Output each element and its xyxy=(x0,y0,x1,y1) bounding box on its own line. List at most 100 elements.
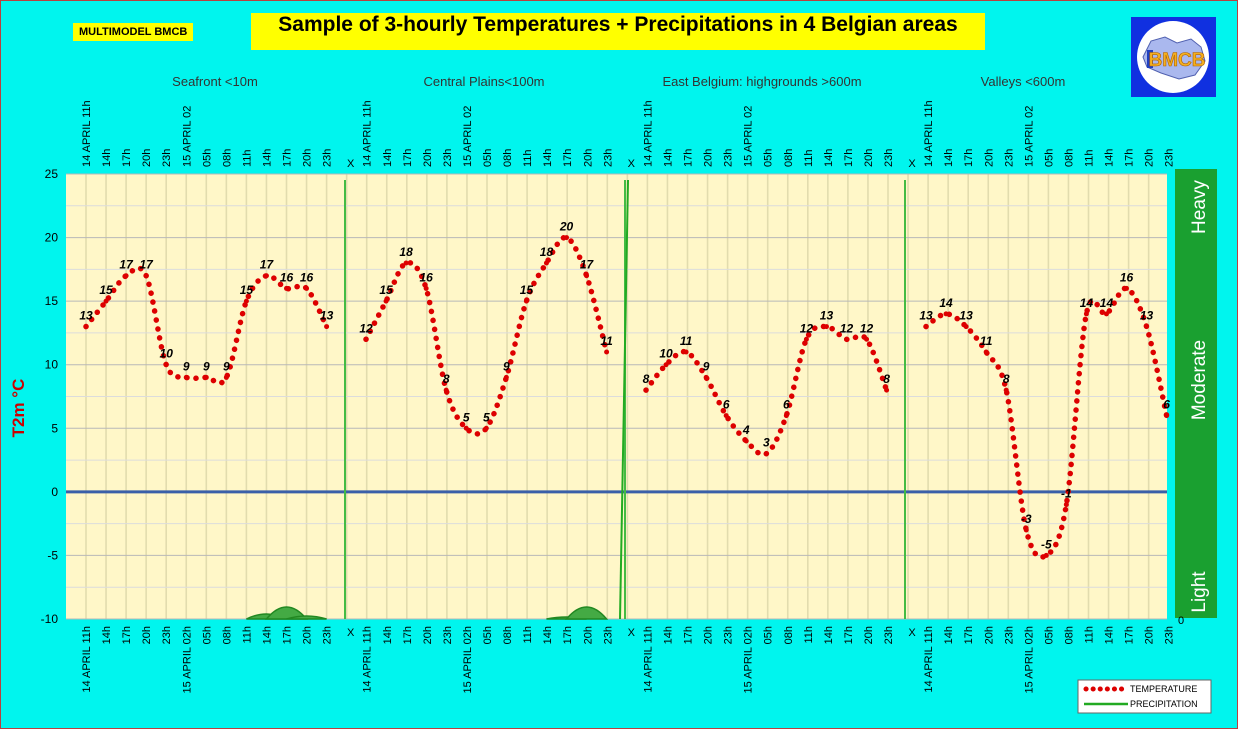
top-time-label: 23h xyxy=(1164,149,1176,167)
temperature-point xyxy=(723,413,729,419)
bottom-time-label: 23h xyxy=(602,626,614,644)
bottom-time-label: 23h xyxy=(723,626,735,644)
y-tick-label: -5 xyxy=(47,548,58,562)
top-time-label: 11h xyxy=(803,149,815,167)
bottom-time-label: 14h xyxy=(101,626,113,644)
bottom-axis-separator-label: X xyxy=(347,627,355,639)
temperature-point xyxy=(443,387,449,393)
bottom-time-label: 20h xyxy=(1144,626,1156,644)
temperature-point xyxy=(923,324,929,330)
bottom-time-label: 05h xyxy=(1043,626,1055,644)
bottom-time-label: 05h xyxy=(763,626,775,644)
temperature-point xyxy=(584,273,590,279)
y-tick-label: -10 xyxy=(41,612,59,626)
top-axis-separator-label: X xyxy=(347,158,355,170)
top-time-label: 05h xyxy=(763,149,775,167)
temperature-point xyxy=(483,425,489,431)
region-title: East Belgium: highgrounds >600m xyxy=(662,74,861,89)
temperature-point xyxy=(963,324,969,330)
top-time-label: 15 APRIL 02 xyxy=(462,106,474,167)
top-axis-separator-label: X xyxy=(628,158,636,170)
temperature-data-label: -1 xyxy=(1061,487,1072,501)
bottom-time-label: 14 APRIL 11h xyxy=(923,626,935,693)
bottom-time-label: 20h xyxy=(141,626,153,644)
top-time-label: 14h xyxy=(943,149,955,167)
temperature-point xyxy=(543,260,549,266)
top-time-label: 17h xyxy=(121,149,133,167)
temperature-point xyxy=(284,285,289,291)
top-time-label: 23h xyxy=(322,149,334,167)
top-time-label: 17h xyxy=(282,149,294,167)
temperature-data-label: 8 xyxy=(1003,372,1010,386)
top-time-label: 17h xyxy=(843,149,855,167)
temperature-data-label: 15 xyxy=(99,283,113,297)
temperature-data-label: 12 xyxy=(800,321,814,335)
top-time-label: 14 APRIL 11h xyxy=(923,100,935,167)
temperature-data-label: 18 xyxy=(540,245,554,259)
temperature-data-label: 17 xyxy=(139,258,154,272)
bottom-time-label: 11h xyxy=(241,626,253,644)
bottom-time-label: 14h xyxy=(382,626,394,644)
top-axis-separator-label: X xyxy=(908,158,916,170)
temperature-data-label: 13 xyxy=(820,309,834,323)
temperature-data-label: 12 xyxy=(359,321,373,335)
bottom-time-label: 08h xyxy=(783,626,795,644)
temperature-point xyxy=(83,324,89,330)
temperature-data-label: 12 xyxy=(840,321,854,335)
bottom-time-label: 20h xyxy=(703,626,715,644)
temperature-data-label: 4 xyxy=(742,423,750,437)
region-title: Valleys <600m xyxy=(981,74,1066,89)
temperature-data-label: 6 xyxy=(783,398,790,412)
top-time-label: 17h xyxy=(683,149,695,167)
temperature-data-label: 13 xyxy=(959,309,973,323)
top-time-label: 11h xyxy=(1084,149,1096,167)
top-time-label: 23h xyxy=(602,149,614,167)
temperature-point xyxy=(223,374,229,380)
temperature-point xyxy=(703,374,709,380)
bottom-time-label: 14h xyxy=(662,626,674,644)
bottom-time-label: 11h xyxy=(803,626,815,644)
temperature-point xyxy=(163,362,169,368)
bottom-time-label: 14h xyxy=(823,626,835,644)
bottom-time-label: 17h xyxy=(1124,626,1136,644)
bottom-time-label: 23h xyxy=(161,626,173,644)
temperature-point xyxy=(823,324,829,330)
top-time-label: 20h xyxy=(863,149,875,167)
bottom-time-label: 23h xyxy=(322,626,334,644)
temperature-data-label: 5 xyxy=(463,410,470,424)
temperature-point xyxy=(1063,502,1069,508)
top-time-label: 17h xyxy=(562,149,574,167)
bottom-time-label: 14h xyxy=(542,626,554,644)
bottom-time-label: 14 APRIL 11h xyxy=(81,626,93,693)
temperature-point xyxy=(783,413,789,419)
bottom-time-label: 17h xyxy=(683,626,695,644)
top-time-label: 05h xyxy=(201,149,213,167)
temperature-data-label: 15 xyxy=(379,283,393,297)
temperature-point xyxy=(983,349,989,355)
temperature-point xyxy=(183,374,189,380)
temperature-point xyxy=(844,336,849,342)
chart-legend: TEMPERATURE PRECIPITATION xyxy=(1077,679,1212,714)
temperature-data-label: 14 xyxy=(1080,296,1094,310)
temperature-data-label: 13 xyxy=(919,309,933,323)
top-time-label: 23h xyxy=(883,149,895,167)
temperature-data-label: 11 xyxy=(980,334,993,348)
temperature-data-label: 14 xyxy=(939,296,953,310)
temperature-point xyxy=(1164,413,1170,419)
precipitation-axis-min: 0 xyxy=(1178,615,1184,627)
temperature-point xyxy=(1043,552,1049,558)
temperature-point xyxy=(663,362,669,368)
belgium-map-icon: BMCB xyxy=(1137,21,1209,93)
bottom-time-label: 20h xyxy=(983,626,995,644)
bottom-time-label: 15 APRIL 02h xyxy=(181,626,193,693)
temperature-point xyxy=(123,273,129,279)
chart-title: Sample of 3-hourly Temperatures + Precip… xyxy=(251,13,985,50)
temperature-data-label: 16 xyxy=(419,270,433,284)
temperature-data-label: 13 xyxy=(79,309,93,323)
temperature-point xyxy=(363,336,369,342)
y-tick-label: 10 xyxy=(45,358,59,372)
bottom-time-label: 14h xyxy=(261,626,273,644)
bottom-time-label: 14 APRIL 11h xyxy=(362,626,374,693)
temperature-point xyxy=(643,387,649,393)
top-time-label: 17h xyxy=(402,149,414,167)
